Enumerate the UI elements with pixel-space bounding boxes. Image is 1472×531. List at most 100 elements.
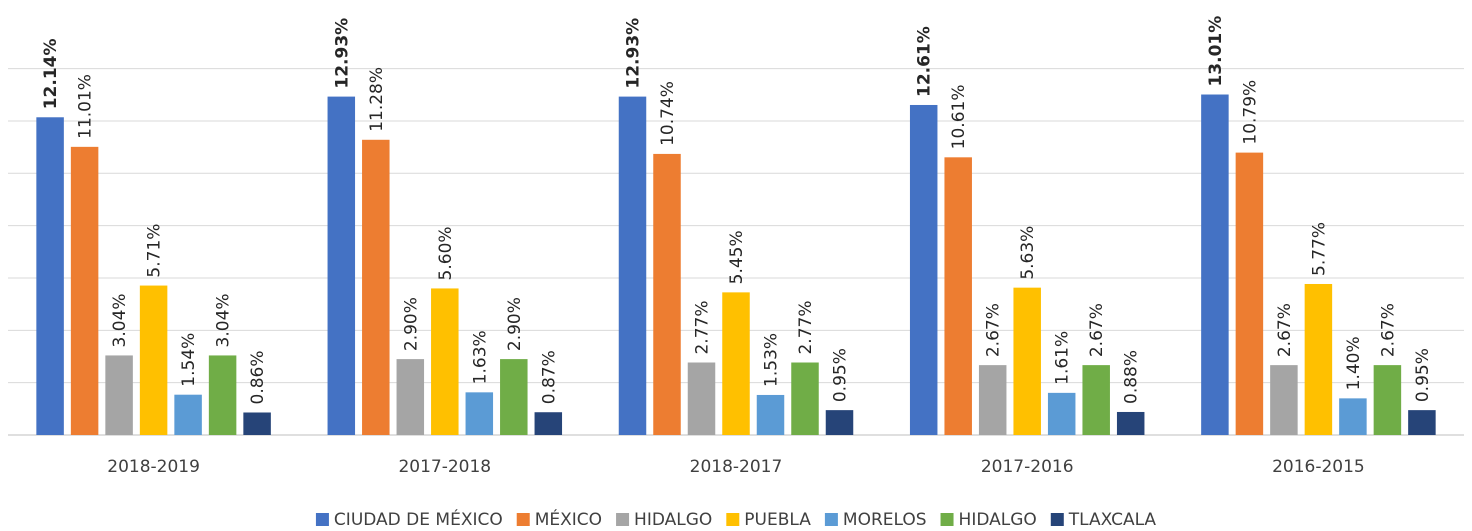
bar — [825, 410, 854, 435]
category-tick-label: 2017-2016 — [981, 457, 1074, 477]
bar — [687, 362, 716, 435]
legend-swatch — [516, 513, 530, 526]
data-label: 2.67% — [1378, 303, 1398, 357]
legend-item: HIDALGO — [940, 510, 1037, 530]
data-label: 1.40% — [1344, 336, 1364, 390]
bar — [362, 139, 390, 435]
bar — [1235, 152, 1264, 435]
bar — [909, 104, 938, 436]
bar — [1270, 365, 1298, 435]
bar — [1339, 398, 1367, 435]
bar — [500, 359, 528, 435]
data-label: 0.95% — [831, 348, 851, 402]
bar — [944, 157, 972, 435]
data-label: 1.54% — [179, 333, 199, 387]
legend-label: PUEBLA — [744, 510, 811, 530]
data-label: 2.67% — [1087, 303, 1107, 357]
bar — [396, 359, 425, 435]
data-label: 2.77% — [693, 300, 713, 354]
data-label: 5.71% — [145, 224, 165, 278]
bar — [1013, 287, 1041, 435]
bar — [756, 394, 785, 435]
bar — [1047, 392, 1076, 435]
data-label: 2.90% — [505, 297, 525, 351]
bar — [139, 285, 168, 435]
data-label: 5.77% — [1309, 222, 1329, 276]
bar — [1373, 365, 1402, 435]
bar — [1304, 283, 1333, 435]
bar — [70, 146, 99, 435]
legend-label: TLAXCALA — [1068, 510, 1157, 530]
legend-swatch — [1050, 513, 1064, 526]
legend: CIUDAD DE MÉXICO MÉXICO HIDALGO PUEBLA MOREL… — [315, 508, 1157, 530]
bar — [465, 392, 494, 435]
legend-label: MÉXICO — [535, 508, 602, 530]
category-tick-label: 2018-2017 — [690, 457, 783, 477]
data-label: 11.28% — [367, 67, 387, 132]
bar — [208, 355, 237, 435]
legend-item: PUEBLA — [726, 510, 811, 530]
legend-label: HIDALGO — [959, 510, 1037, 530]
data-label: 5.45% — [727, 230, 747, 284]
data-label: 10.61% — [949, 84, 969, 149]
category-tick-label: 2017-2018 — [398, 457, 491, 477]
legend-label: MORELOS — [843, 510, 927, 530]
legend-swatch — [726, 513, 740, 526]
bar — [618, 96, 647, 436]
data-label: 12.14% — [41, 38, 61, 109]
bar — [978, 365, 1007, 435]
data-label: 0.86% — [248, 350, 268, 404]
category-tick-label: 2016-2015 — [1272, 457, 1365, 477]
legend-swatch — [315, 513, 329, 526]
data-label: 0.88% — [1122, 350, 1142, 404]
data-label: 5.60% — [436, 226, 456, 280]
data-label: 13.01% — [1206, 16, 1226, 87]
legend-item: HIDALGO — [616, 510, 712, 530]
category-axis: 2018-2019 2017-2018 2018-2017 2017-2016 2016… — [107, 457, 1364, 477]
legend-swatch — [940, 513, 954, 526]
bar — [653, 153, 681, 435]
legend-label: CIUDAD DE MÉXICO — [334, 508, 503, 530]
bar — [36, 117, 64, 435]
bar — [327, 96, 356, 436]
data-label: 12.61% — [915, 26, 935, 97]
data-label: 2.67% — [984, 303, 1004, 357]
legend-item: MORELOS — [824, 510, 927, 530]
legend-swatch — [824, 513, 838, 526]
bar — [1201, 94, 1229, 436]
data-label: 10.74% — [658, 81, 678, 146]
legend-swatch — [616, 513, 630, 526]
data-label: 0.87% — [539, 350, 559, 404]
bar — [174, 394, 202, 435]
bar — [1116, 411, 1145, 435]
legend-item: MÉXICO — [516, 508, 602, 530]
data-label: 0.95% — [1413, 348, 1433, 402]
data-label: 5.63% — [1018, 226, 1038, 280]
bar — [791, 362, 819, 435]
data-label: 1.53% — [762, 333, 782, 387]
data-label: 3.04% — [110, 293, 130, 347]
data-label: 12.93% — [624, 18, 644, 89]
data-label: 2.67% — [1275, 303, 1295, 357]
legend-label: HIDALGO — [634, 510, 712, 530]
data-label: 3.04% — [214, 293, 234, 347]
bars — [36, 94, 1436, 436]
legend-item: CIUDAD DE MÉXICO — [315, 508, 503, 530]
bar — [243, 412, 271, 435]
bar — [105, 355, 133, 435]
data-label: 1.61% — [1053, 331, 1073, 385]
bar — [1408, 410, 1436, 435]
bar — [1082, 365, 1110, 435]
data-label: 1.63% — [470, 330, 490, 384]
data-label: 11.01% — [76, 74, 96, 139]
legend-item: TLAXCALA — [1050, 510, 1157, 530]
data-label: 12.93% — [332, 18, 352, 89]
bar — [431, 288, 459, 435]
bar — [722, 292, 750, 435]
data-label: 10.79% — [1240, 80, 1260, 145]
data-label: 2.77% — [796, 300, 816, 354]
data-label: 2.90% — [401, 297, 421, 351]
category-tick-label: 2018-2019 — [107, 457, 200, 477]
data-labels: 12.14% 11.01% 3.04% 5.71% 1.54% 3.04% 0.86% 12.… — [41, 16, 1433, 405]
